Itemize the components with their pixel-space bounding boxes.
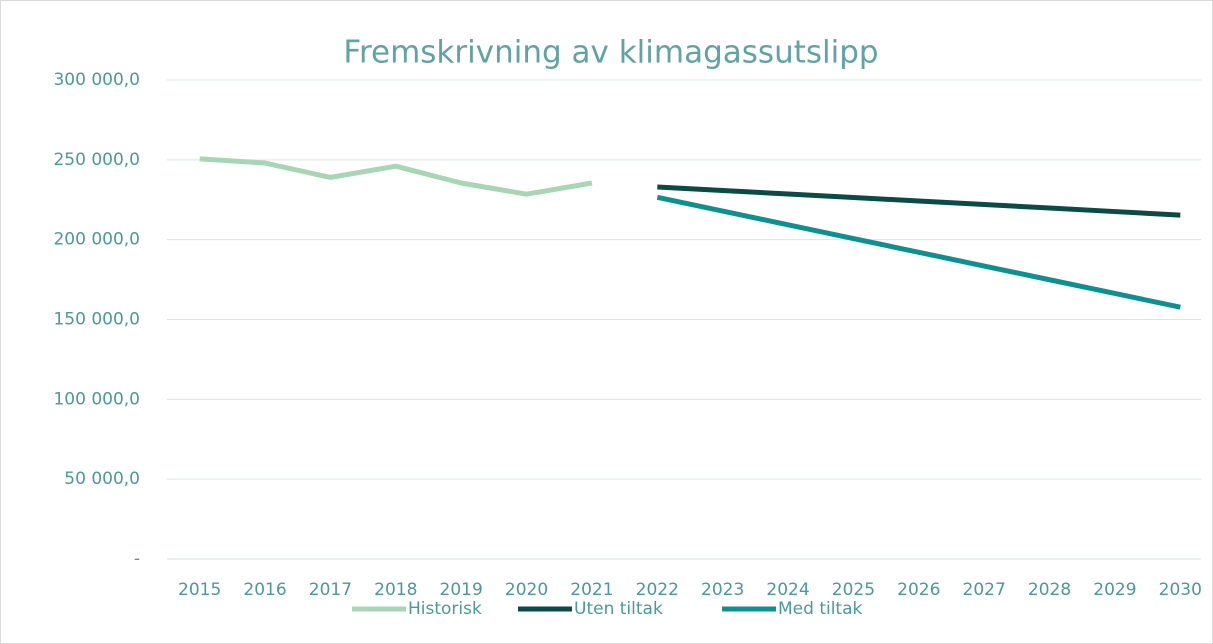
y-tick-label: 50 000,0 xyxy=(64,469,140,489)
x-tick-label: 2028 xyxy=(1028,580,1071,600)
legend-label: Uten tiltak xyxy=(574,599,663,619)
y-tick-label: - xyxy=(134,549,140,569)
y-tick-label: 300 000,0 xyxy=(53,70,140,90)
x-tick-label: 2021 xyxy=(570,580,613,600)
x-tick-label: 2024 xyxy=(766,580,809,600)
x-tick-label: 2022 xyxy=(636,580,679,600)
y-tick-label: 250 000,0 xyxy=(53,150,140,170)
x-tick-label: 2030 xyxy=(1159,580,1202,600)
legend-label: Med tiltak xyxy=(778,599,863,619)
x-tick-label: 2017 xyxy=(309,580,352,600)
x-tick-label: 2019 xyxy=(440,580,483,600)
x-tick-label: 2027 xyxy=(963,580,1006,600)
series-line xyxy=(199,156,593,197)
x-tick-label: 2016 xyxy=(243,580,286,600)
x-tick-label: 2025 xyxy=(832,580,875,600)
x-tick-label: 2026 xyxy=(897,580,940,600)
y-tick-label: 150 000,0 xyxy=(53,310,140,330)
x-tick-label: 2029 xyxy=(1093,580,1136,600)
legend-label: Historisk xyxy=(408,599,482,619)
x-tick-label: 2023 xyxy=(701,580,744,600)
y-tick-label: 200 000,0 xyxy=(53,230,140,250)
y-tick-label: 100 000,0 xyxy=(53,389,140,409)
series-line xyxy=(657,184,1181,218)
x-tick-label: 2020 xyxy=(505,580,548,600)
x-tick-label: 2015 xyxy=(178,580,221,600)
chart-title: Fremskrivning av klimagassutslipp xyxy=(343,35,878,71)
x-tick-label: 2018 xyxy=(374,580,417,600)
series-line xyxy=(656,194,1181,310)
